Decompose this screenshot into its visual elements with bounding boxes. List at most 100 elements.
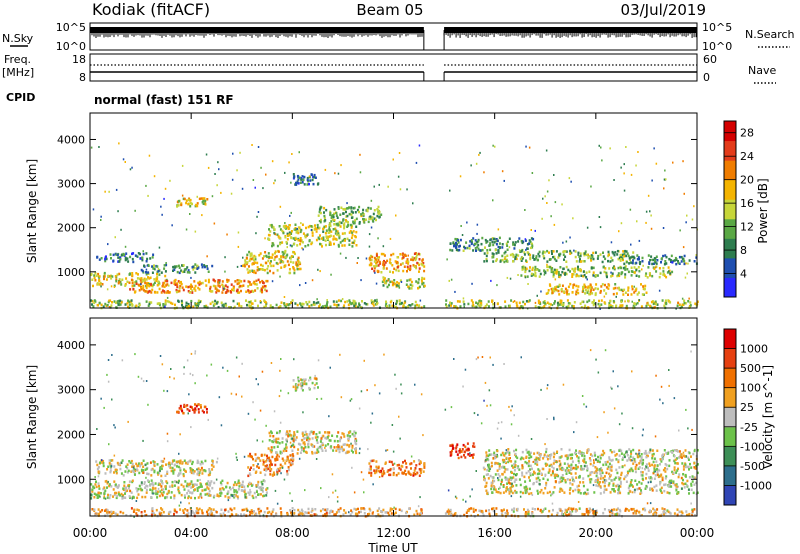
data-cell — [269, 460, 272, 464]
data-cell — [524, 209, 526, 211]
data-cell — [607, 287, 610, 290]
data-cell — [129, 461, 132, 464]
data-cell — [382, 278, 385, 282]
data-cell — [673, 512, 676, 515]
data-cell — [257, 507, 260, 511]
data-cell — [252, 457, 254, 461]
data-cell — [582, 275, 585, 278]
data-cell — [115, 301, 117, 304]
data-cell — [655, 162, 658, 165]
data-cell — [164, 270, 167, 273]
data-cell — [656, 473, 659, 477]
data-cell — [370, 474, 373, 477]
data-cell — [668, 481, 671, 484]
data-cell — [316, 298, 318, 301]
data-cell — [558, 507, 561, 511]
data-cell — [694, 302, 697, 305]
data-cell — [181, 301, 184, 304]
data-cell — [445, 303, 447, 306]
data-cell — [647, 194, 650, 197]
data-cell — [423, 265, 426, 268]
data-cell — [163, 285, 166, 288]
data-cell — [173, 282, 176, 285]
data-cell — [283, 265, 286, 269]
data-cell — [91, 490, 94, 493]
data-cell — [366, 208, 369, 211]
data-cell — [272, 243, 275, 247]
data-cell — [324, 508, 327, 512]
data-cell — [579, 492, 582, 495]
data-cell — [353, 302, 355, 306]
data-cell — [630, 508, 633, 511]
data-cell — [103, 277, 105, 281]
data-cell — [124, 496, 127, 499]
data-cell — [552, 287, 555, 291]
data-cell — [112, 253, 115, 257]
data-cell — [423, 466, 426, 469]
data-cell — [161, 508, 164, 511]
data-cell — [650, 255, 653, 258]
data-cell — [296, 244, 299, 247]
data-cell — [337, 206, 340, 209]
data-cell — [521, 266, 524, 269]
data-cell — [317, 301, 320, 304]
data-cell — [161, 289, 164, 292]
data-cell — [330, 220, 333, 223]
data-cell — [418, 263, 421, 267]
data-cell — [189, 405, 192, 409]
data-cell — [255, 470, 258, 473]
data-cell — [259, 301, 262, 304]
data-cell — [183, 270, 186, 273]
data-cell — [455, 246, 457, 249]
data-cell — [511, 252, 514, 256]
data-cell — [526, 508, 529, 512]
data-cell — [344, 511, 347, 515]
data-cell — [243, 490, 246, 493]
data-cell — [262, 459, 265, 462]
data-cell — [292, 250, 294, 254]
data-cell — [535, 480, 538, 483]
data-cell — [660, 486, 663, 490]
data-cell — [626, 470, 629, 474]
data-cell — [290, 236, 293, 239]
data-cell — [108, 306, 111, 308]
data-cell — [313, 445, 316, 448]
data-cell — [377, 264, 380, 267]
data-cell — [613, 253, 616, 257]
data-cell — [268, 228, 270, 231]
data-cell — [534, 271, 537, 275]
data-cell — [677, 261, 680, 265]
data-cell — [258, 254, 261, 257]
data-cell — [104, 259, 107, 263]
data-cell — [126, 280, 129, 283]
data-cell — [181, 164, 184, 167]
data-cell — [593, 299, 595, 302]
data-cell — [138, 484, 141, 488]
data-cell — [142, 250, 144, 253]
data-cell — [194, 284, 197, 288]
data-cell — [343, 509, 346, 512]
data-cell — [524, 238, 527, 241]
data-cell — [157, 473, 160, 476]
data-cell — [462, 443, 465, 447]
data-cell — [680, 260, 683, 263]
data-cell — [325, 229, 328, 232]
data-cell — [101, 461, 104, 464]
data-cell — [552, 273, 555, 276]
data-cell — [259, 487, 262, 491]
data-cell — [478, 153, 480, 156]
data-cell — [218, 281, 221, 284]
data-cell — [103, 492, 106, 495]
data-cell — [449, 508, 452, 512]
data-cell — [305, 436, 308, 440]
data-cell — [179, 284, 182, 288]
data-cell — [363, 221, 366, 224]
data-cell — [296, 430, 299, 433]
data-cell — [608, 302, 611, 305]
data-cell — [415, 472, 418, 476]
data-cell — [663, 483, 666, 487]
data-cell — [555, 259, 558, 262]
data-cell — [341, 239, 344, 243]
data-cell — [146, 284, 149, 287]
data-cell — [638, 299, 641, 302]
